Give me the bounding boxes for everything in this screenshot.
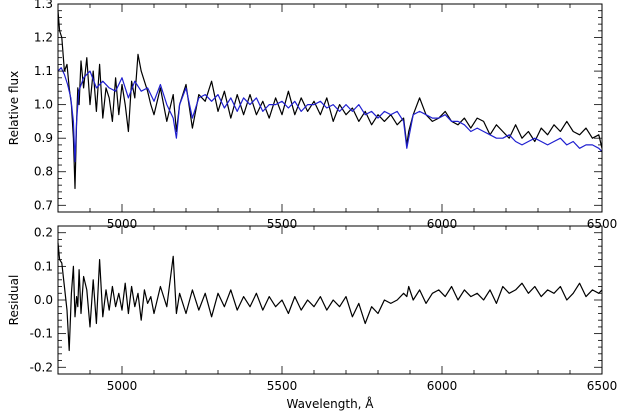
residual-xtick-label: 6500 <box>587 379 618 393</box>
residual-xtick-label: 5000 <box>107 379 138 393</box>
spectrum-ytick-label: 1.3 <box>34 0 53 11</box>
residual-frame <box>57 225 603 375</box>
spectrum-ytick-label: 0.9 <box>34 131 53 145</box>
residual-ytick-label: 0.2 <box>34 226 53 240</box>
spectrum-ylabel: Relative flux <box>7 71 21 145</box>
residual-xtick-label: 6000 <box>427 379 458 393</box>
panel-spectrum: 5000 5500 6000 6500 0.7 0.8 0.9 1.0 1.1 1.2 1.3 Rel… <box>7 0 617 231</box>
spectrum-xtick-label: 5000 <box>107 217 138 231</box>
spectrum-series-1-line <box>57 67 603 163</box>
spectrum-ytick-label: 1.2 <box>34 31 53 45</box>
residual-ytick-label: 0.1 <box>34 259 53 273</box>
residual-ylabel: Residual <box>7 275 21 326</box>
spectrum-series-0-line <box>57 10 603 190</box>
residual-ytick-label: 0.0 <box>34 293 53 307</box>
spectrum-xtick-label: 5500 <box>267 217 298 231</box>
x-axis-title: Wavelength, Å <box>286 396 374 411</box>
spectrum-ytick-label: 0.8 <box>34 165 53 179</box>
residual-series-0-line <box>57 242 603 352</box>
spectrum-ytick-label: 0.7 <box>34 198 53 212</box>
spectrum-frame <box>57 3 603 213</box>
residual-xtick-label: 5500 <box>267 379 298 393</box>
panel-residual: 5000 5500 6000 6500 -0.2 -0.1 0.0 0.1 0.2 Residua… <box>7 225 618 411</box>
spectrum-ytick-label: 1.0 <box>34 98 53 112</box>
spectrum-xtick-label: 6000 <box>427 217 458 231</box>
residual-ytick-label: -0.2 <box>30 360 53 374</box>
residual-ytick-label: -0.1 <box>30 327 53 341</box>
spectrum-ytick-label: 1.1 <box>34 64 53 78</box>
spectrum-xtick-label: 6500 <box>587 217 618 231</box>
